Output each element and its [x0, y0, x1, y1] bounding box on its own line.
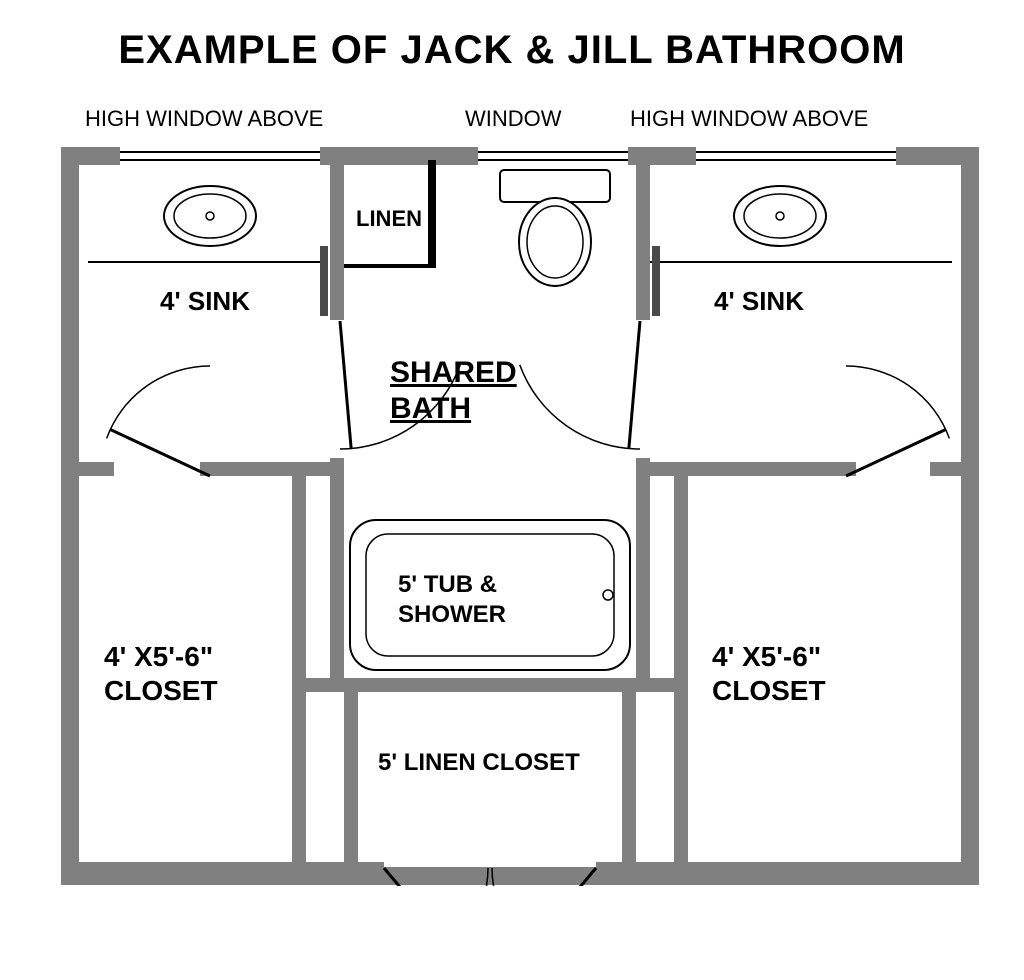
mid-h-right-end: [930, 462, 970, 476]
floorplan-diagram: LINEN 4' SINK 4' SINK SHAREDBATH 5' TUB & SHO…: [60, 146, 980, 886]
window-break: [478, 147, 628, 167]
door-jamb-right2: [636, 458, 650, 464]
label-sink-right: 4' SINK: [714, 286, 804, 316]
linen-closet-left: [344, 692, 358, 876]
door-jamb-left1: [330, 314, 344, 320]
label-tub-2: SHOWER: [398, 601, 506, 628]
wall-v-right-upper: [636, 160, 650, 284]
tub-wall-bottom: [306, 678, 674, 692]
toilet: [500, 170, 610, 286]
mid-v-right: [674, 462, 688, 876]
window-label-center: WINDOW: [465, 106, 562, 132]
window-break: [696, 147, 896, 167]
label-shared-1: SHARED: [390, 356, 517, 389]
slide-right: [652, 246, 660, 316]
bottom-wall-left: [74, 862, 384, 876]
linen-closet-right: [622, 692, 636, 876]
sink-right: [734, 186, 826, 246]
door-jamb-right1: [636, 314, 650, 320]
sink-counter-right: [645, 261, 952, 263]
door-jamb-left2: [330, 458, 344, 464]
door-closet-left: [107, 366, 210, 476]
window-label-right: HIGH WINDOW ABOVE: [630, 106, 868, 132]
label-shared-2: BATH: [390, 392, 471, 425]
sink-left: [164, 186, 256, 246]
floorplan-svg: LINEN 4' SINK 4' SINK SHAREDBATH 5' TUB & SHO…: [60, 146, 980, 886]
wall-v-left-upper: [330, 160, 344, 284]
tub-wall-left: [330, 462, 344, 692]
label-closet-r-1: 4' X5'-6": [712, 641, 821, 672]
mid-h-left-main: [200, 462, 344, 476]
linen-wall-right: [428, 160, 436, 268]
label-tub-1: 5' TUB &: [398, 571, 497, 598]
tub-wall-right: [636, 462, 650, 692]
window-label-left: HIGH WINDOW ABOVE: [85, 106, 323, 132]
door-upper-right: [520, 321, 640, 449]
label-closet-r-2: CLOSET: [712, 675, 826, 706]
door-closet-right: [846, 366, 949, 476]
mid-v-left: [292, 462, 306, 876]
slide-left: [320, 246, 328, 316]
label-closet-l-1: 4' X5'-6": [104, 641, 213, 672]
label-linen: LINEN: [356, 206, 422, 231]
page: EXAMPLE OF JACK & JILL BATHROOM HIGH WIN…: [0, 0, 1024, 980]
bottom-wall-right: [596, 862, 970, 876]
label-linen-closet: 5' LINEN CLOSET: [378, 749, 580, 776]
label-sink-left: 4' SINK: [160, 286, 250, 316]
mid-h-left-start: [74, 462, 114, 476]
linen-wall-bottom: [344, 264, 436, 268]
label-closet-l-2: CLOSET: [104, 675, 218, 706]
sink-counter-left: [88, 261, 328, 263]
mid-h-right-main: [636, 462, 856, 476]
page-title: EXAMPLE OF JACK & JILL BATHROOM: [0, 28, 1024, 73]
window-break: [120, 147, 320, 167]
